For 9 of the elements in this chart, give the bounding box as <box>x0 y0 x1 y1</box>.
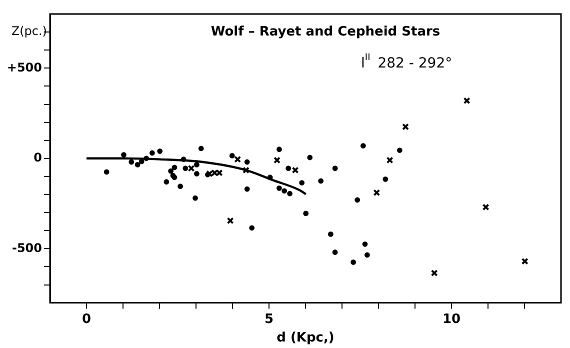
x-tick-label: 0 <box>82 312 92 327</box>
x-tick-label: 10 <box>442 312 461 327</box>
y-tick-label: +500 <box>6 60 42 74</box>
y-tick-label: 0 <box>34 150 42 165</box>
y-axis-title: Z(pc.) <box>11 24 47 38</box>
y-tick-label: -500 <box>12 240 42 255</box>
x-tick-label: 5 <box>264 312 274 327</box>
x-axis-title: d (Kpc,) <box>276 330 334 346</box>
text: Wolf – Rayet and Cepheid Stars <box>210 24 440 40</box>
